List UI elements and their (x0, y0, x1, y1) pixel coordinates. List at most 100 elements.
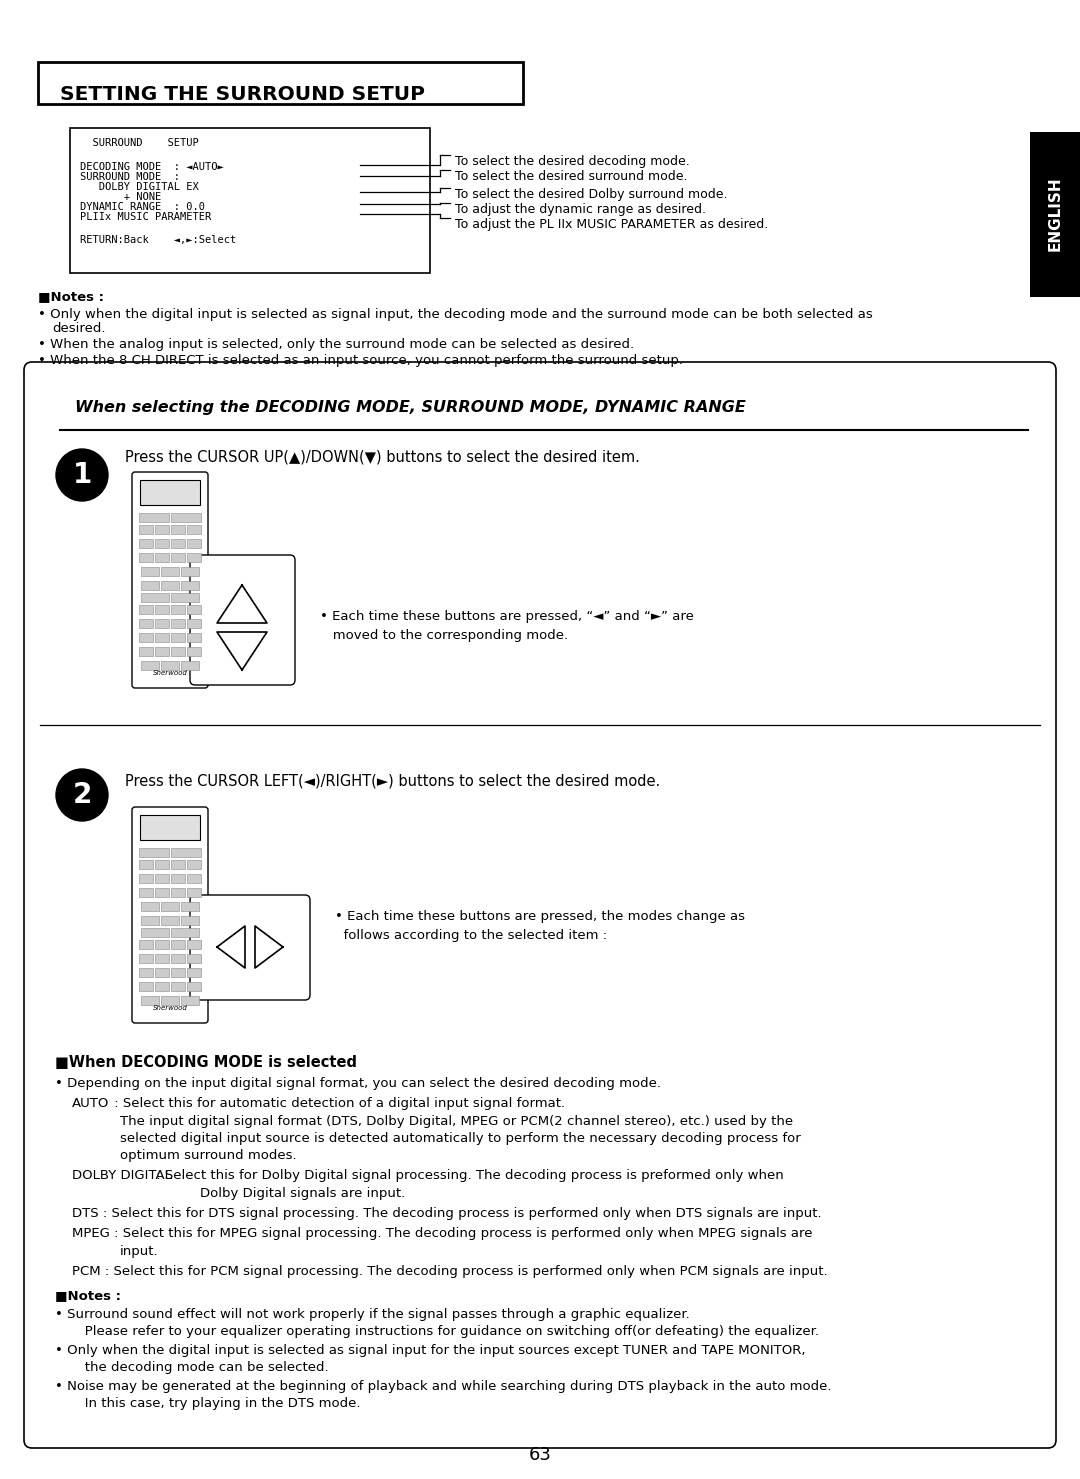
Bar (171, 646, 185, 657)
Text: DECODING MODE  : ◄AUTO►: DECODING MODE : ◄AUTO► (80, 163, 224, 172)
Text: input.: input. (120, 1245, 159, 1259)
Text: PLIIx MUSIC PARAMETER: PLIIx MUSIC PARAMETER (80, 211, 212, 222)
FancyBboxPatch shape (132, 472, 208, 688)
Text: • Depending on the input digital signal format, you can select the desired decod: • Depending on the input digital signal … (55, 1077, 661, 1090)
FancyBboxPatch shape (24, 362, 1056, 1448)
Text: ■When DECODING MODE is selected: ■When DECODING MODE is selected (55, 1055, 357, 1069)
Bar (139, 605, 153, 614)
Text: DOLBY DIGITAL: DOLBY DIGITAL (72, 1168, 172, 1182)
Text: SURROUND MODE  :: SURROUND MODE : (80, 172, 180, 182)
Text: • Only when the digital input is selected as signal input for the input sources : • Only when the digital input is selecte… (55, 1344, 806, 1358)
Bar (156, 605, 168, 614)
Bar (139, 967, 153, 978)
Bar (139, 553, 153, 562)
Text: optimum surround modes.: optimum surround modes. (120, 1149, 297, 1162)
Bar (156, 620, 168, 629)
Bar (171, 633, 185, 642)
Text: DTS : Select this for DTS signal processing. The decoding process is performed o: DTS : Select this for DTS signal process… (72, 1207, 822, 1220)
Bar (139, 954, 153, 963)
Text: SURROUND    SETUP: SURROUND SETUP (80, 138, 199, 148)
Bar (1030, 132, 1080, 297)
Bar (187, 605, 201, 614)
Text: To adjust the PL IIx MUSIC PARAMETER as desired.: To adjust the PL IIx MUSIC PARAMETER as … (455, 217, 768, 231)
Bar (139, 620, 153, 629)
Bar (187, 954, 201, 963)
Bar (161, 995, 179, 1006)
Bar (171, 513, 201, 522)
Circle shape (56, 450, 108, 501)
Bar (70, 129, 430, 274)
Bar (181, 902, 199, 911)
Text: DYNAMIC RANGE  : 0.0: DYNAMIC RANGE : 0.0 (80, 203, 205, 211)
Bar (187, 887, 201, 896)
Bar (156, 941, 168, 950)
Bar (181, 581, 199, 590)
Text: : Select this for Dolby Digital signal processing. The decoding process is prefo: : Select this for Dolby Digital signal p… (152, 1168, 784, 1182)
Bar (187, 967, 201, 978)
Bar (171, 927, 199, 938)
Bar (141, 995, 159, 1006)
Bar (139, 887, 153, 896)
Text: • Only when the digital input is selected as signal input, the decoding mode and: • Only when the digital input is selecte… (38, 308, 873, 321)
Bar (139, 646, 153, 657)
Bar (171, 620, 185, 629)
Bar (141, 581, 159, 590)
Bar (181, 916, 199, 924)
Text: 2: 2 (72, 781, 92, 809)
Text: : Select this for automatic detection of a digital input signal format.: : Select this for automatic detection of… (110, 1097, 565, 1111)
Bar (139, 633, 153, 642)
Text: the decoding mode can be selected.: the decoding mode can be selected. (72, 1361, 328, 1374)
Bar (181, 995, 199, 1006)
Text: • Each time these buttons are pressed, “◄” and “►” are
   moved to the correspon: • Each time these buttons are pressed, “… (320, 609, 693, 642)
Text: ■Notes :: ■Notes : (38, 290, 104, 303)
Bar (156, 538, 168, 549)
Bar (139, 941, 153, 950)
Text: ■Notes :: ■Notes : (55, 1290, 121, 1302)
Bar (139, 982, 153, 991)
Text: To select the desired surround mode.: To select the desired surround mode. (455, 170, 688, 183)
Bar (187, 982, 201, 991)
Bar (171, 553, 185, 562)
Bar (187, 538, 201, 549)
Bar (171, 605, 185, 614)
Text: • When the 8 CH DIRECT is selected as an input source, you cannot perform the su: • When the 8 CH DIRECT is selected as an… (38, 353, 683, 367)
Text: Press the CURSOR LEFT(◄)/RIGHT(►) buttons to select the desired mode.: Press the CURSOR LEFT(◄)/RIGHT(►) button… (125, 774, 660, 788)
Bar (156, 982, 168, 991)
Text: MPEG : Select this for MPEG signal processing. The decoding process is performed: MPEG : Select this for MPEG signal proce… (72, 1228, 812, 1239)
Bar (156, 646, 168, 657)
Bar (171, 874, 185, 883)
Bar (171, 538, 185, 549)
Text: Please refer to your equalizer operating instructions for guidance on switching : Please refer to your equalizer operating… (72, 1325, 819, 1338)
FancyBboxPatch shape (190, 555, 295, 685)
Text: ENGLISH: ENGLISH (1048, 176, 1063, 251)
Bar (171, 887, 185, 896)
Bar (187, 874, 201, 883)
Bar (140, 815, 200, 840)
Bar (38, 62, 523, 104)
Bar (139, 847, 168, 856)
FancyBboxPatch shape (190, 895, 310, 1000)
Bar (139, 513, 168, 522)
Bar (171, 941, 185, 950)
Bar (156, 525, 168, 534)
Bar (156, 874, 168, 883)
Bar (156, 967, 168, 978)
Bar (171, 967, 185, 978)
Bar (171, 954, 185, 963)
Text: Sherwood: Sherwood (152, 1006, 188, 1012)
Bar (139, 874, 153, 883)
Bar (161, 581, 179, 590)
Bar (187, 525, 201, 534)
FancyBboxPatch shape (132, 808, 208, 1023)
Bar (156, 553, 168, 562)
Text: Sherwood: Sherwood (152, 670, 188, 676)
Bar (141, 902, 159, 911)
Bar (187, 646, 201, 657)
Bar (141, 661, 159, 670)
Bar (161, 902, 179, 911)
Text: 63: 63 (528, 1446, 552, 1464)
Bar (156, 887, 168, 896)
Text: To select the desired decoding mode.: To select the desired decoding mode. (455, 155, 690, 169)
Bar (187, 859, 201, 870)
Text: 1: 1 (72, 461, 92, 490)
